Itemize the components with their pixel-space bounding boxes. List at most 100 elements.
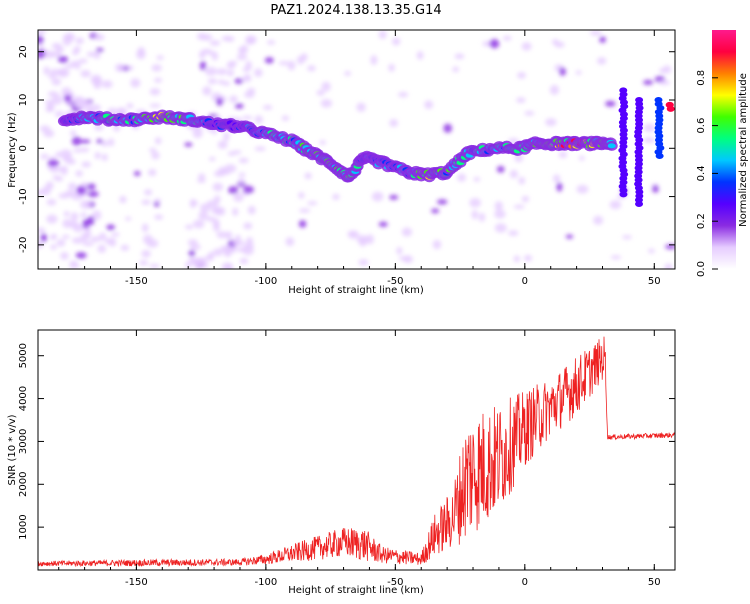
spectrogram-speckle-dot — [452, 66, 460, 73]
spectrogram-speckle-dot — [55, 110, 64, 118]
colorbar-tick-label: 0.6 — [696, 118, 707, 134]
spectrogram-speckle-dot — [110, 232, 120, 237]
y-tick-label: 10 — [18, 94, 29, 107]
spectrogram-speckle-dot — [187, 239, 198, 246]
snr-x-label: Height of straight line (km) — [288, 585, 424, 596]
spectrogram-speckle-dot — [663, 65, 672, 74]
spectrogram-speckle-dot — [188, 249, 196, 257]
spectrogram-speckle-dot — [90, 236, 101, 243]
spectrogram-speckle-dot — [559, 67, 566, 76]
x-tick-label: -100 — [255, 276, 278, 287]
spectrogram-speckle-dot — [643, 123, 656, 133]
spectrogram-speckle-dot — [226, 61, 236, 69]
spectrogram-speckle-dot — [443, 123, 453, 133]
spectrogram-speckle-dot — [473, 176, 481, 182]
colorbar-tick-label: 0.2 — [696, 213, 707, 229]
spectrogram-speckle-dot — [366, 234, 375, 245]
spectrogram-speckle-dot — [471, 209, 479, 220]
spectrogram-speckle-dot — [521, 42, 532, 51]
spectrogram-speckle — [38, 30, 675, 269]
spectrogram-speckle-dot — [76, 185, 87, 195]
spectrogram-speckle-dot — [56, 239, 66, 247]
snr-y-label: SNR (10 * v/v) — [7, 414, 18, 485]
spectrogram-speckle-dot — [86, 51, 96, 57]
spectrogram-speckle-dot — [154, 77, 163, 83]
spectrogram-speckle-dot — [190, 200, 199, 206]
spectrogram-speckle-dot — [139, 260, 149, 266]
spectrogram-speckle-dot — [216, 231, 229, 239]
spectrogram-speckle-dot — [156, 55, 164, 60]
spectrogram-speckle-dot — [101, 153, 108, 162]
spectrogram-speckle-dot — [202, 86, 212, 96]
colorbar-tick-label: 0.0 — [696, 261, 707, 277]
spectrogram-speckle-dot — [212, 218, 220, 228]
spectrogram-speckle-dot — [267, 40, 276, 45]
spectrogram-speckle-dot — [648, 248, 655, 254]
spectrogram-speckle-dot — [154, 214, 164, 220]
x-tick-label: -100 — [255, 577, 278, 588]
spectrogram-speckle-dot — [296, 55, 305, 65]
spectrogram-speckle-dot — [226, 36, 235, 42]
spectrogram-speckle-dot — [93, 84, 101, 89]
spectrogram-speckle-dot — [80, 212, 87, 218]
spectrogram-speckle-dot — [223, 131, 230, 142]
spectrogram-speckle-dot — [605, 100, 616, 107]
spectrogram-speckle-dot — [232, 207, 239, 217]
spectrogram-speckle-dot — [38, 189, 46, 196]
spectrogram-speckle-dot — [63, 211, 70, 217]
spectrogram-speckle-dot — [378, 221, 388, 227]
spectrogram-speckle-dot — [141, 199, 151, 205]
spectrogram-speckle-dot — [287, 60, 296, 71]
spectrogram-speckle-dot — [401, 227, 413, 237]
spectrogram-speckle-dot — [149, 103, 161, 108]
spectrogram-speckle-dot — [97, 244, 107, 253]
spectrogram-speckle-dot — [75, 170, 83, 177]
spectrogram-speckle-dot — [45, 181, 54, 190]
spectrogram-speckle-dot — [242, 185, 255, 194]
spectrogram-speckle-dot — [94, 152, 101, 160]
spectrogram-x-label: Height of straight line (km) — [288, 285, 424, 296]
spectrogram-speckle-dot — [72, 237, 84, 244]
x-tick-label: -50 — [387, 276, 403, 287]
spectrogram-speckle-dot — [104, 238, 114, 245]
spectrogram-speckle-dot — [517, 72, 526, 79]
spectrogram-speckle-dot — [80, 69, 91, 78]
spectrogram-speckle-dot — [82, 219, 90, 229]
spectrogram-speckle-dot — [609, 200, 622, 210]
spectrogram-speckle-dot — [191, 257, 203, 266]
y-tick-label: 5000 — [18, 343, 29, 368]
spectrogram-speckle-dot — [549, 84, 560, 95]
spectrogram-speckle-dot — [60, 165, 68, 176]
spectrogram-speckle-dot — [49, 68, 62, 77]
spectrogram-speckle-dot — [332, 193, 340, 201]
spectrogram-speckle-dot — [96, 138, 103, 144]
spectrogram-speckle-dot — [494, 201, 503, 211]
spectrogram-speckle-dot — [254, 115, 263, 124]
spectrogram-speckle-dot — [233, 192, 244, 202]
spectrogram-speckle-dot — [234, 103, 244, 109]
spectrogram-speckle-dot — [154, 137, 162, 145]
spectrogram-speckle-dot — [281, 115, 290, 121]
spectrogram-speckle-dot — [457, 173, 467, 182]
spectrogram-speckle-dot — [238, 177, 245, 184]
snr-series-line — [38, 336, 675, 568]
streak-dot — [655, 153, 664, 160]
x-tick-label: 0 — [522, 276, 528, 287]
y-tick-label: 4000 — [18, 386, 29, 411]
spectrogram-speckle-dot — [545, 118, 557, 127]
y-tick-label: 3000 — [18, 429, 29, 454]
spectrogram-image — [38, 30, 675, 269]
spectrogram-speckle-dot — [107, 138, 115, 147]
spectrogram-speckle-dot — [199, 203, 211, 213]
spectrogram-speckle-dot — [643, 136, 656, 144]
x-tick-label: -150 — [125, 577, 148, 588]
spectrogram-speckle-dot — [496, 165, 505, 173]
spectrogram-speckle-dot — [71, 136, 82, 146]
spectrogram-speckle-dot — [610, 255, 622, 260]
spectrogram-speckle-dot — [120, 244, 130, 251]
spectrogram-speckle-dot — [154, 198, 162, 203]
spectrogram-speckle-dot — [63, 94, 72, 102]
spectrogram-speckle-dot — [75, 37, 84, 45]
spectrogram-speckle-dot — [58, 192, 70, 199]
spectrogram-speckle-dot — [502, 35, 512, 41]
